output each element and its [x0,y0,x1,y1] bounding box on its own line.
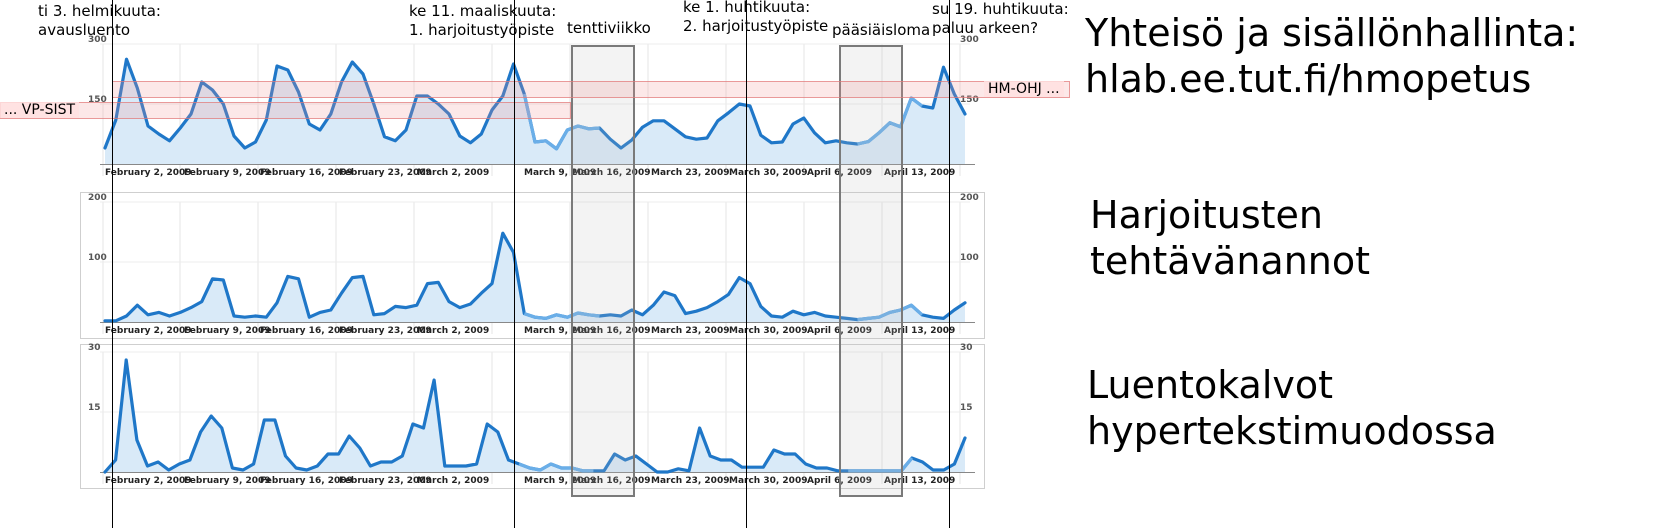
x-date-label: March 23, 2009 [651,168,729,178]
chart-frame [80,192,985,339]
x-date-label: February 2, 2009 [105,326,192,336]
series-line [103,231,967,323]
y-tick-label-right: 300 [960,35,979,45]
x-date-label: February 23, 2009 [339,326,432,336]
x-date-label: March 9, 2009 [524,326,596,336]
x-date-label: March 2, 2009 [417,476,489,486]
x-date-label: February 16, 2009 [260,168,353,178]
x-date-label: April 13, 2009 [884,476,955,486]
series-area [105,360,965,472]
annotation-exam-week: tenttiviikko [567,19,651,37]
x-date-label: February 16, 2009 [260,476,353,486]
y-tick-label-right: 15 [960,403,973,413]
x-date-label: February 9, 2009 [184,168,271,178]
y-tick-label-right: 150 [960,95,979,105]
x-date-label: March 16, 2009 [572,326,650,336]
y-tick-label-right: 200 [960,193,979,203]
x-date-label: February 9, 2009 [184,476,271,486]
x-date-label: March 16, 2009 [572,168,650,178]
hm-ohj-label: HM-OHJ ... [984,81,1064,97]
x-date-label: April 13, 2009 [884,326,955,336]
series-line-faded [522,93,600,151]
easter-break-band [839,45,903,497]
hm-ohj-range [112,81,1070,98]
y-tick-label-left: 200 [88,193,107,203]
event-line-return [949,0,950,528]
series-line-faded [518,462,594,473]
annotation-workshop-2: ke 1. huhtikuuta: 2. harjoitustyöpiste [683,0,829,35]
event-line-lecture [112,0,113,528]
y-tick-label-left: 300 [88,35,107,45]
x-date-label: March 9, 2009 [524,168,596,178]
side-label-hmopetus: Yhteisö ja sisällönhallinta: hlab.ee.tut… [1085,11,1579,101]
annotation-back-to-routine: su 19. huhtikuuta: paluu arkeen? [932,0,1069,37]
x-date-label: March 2, 2009 [417,168,489,178]
x-date-label: February 23, 2009 [339,476,432,486]
x-date-label: February 16, 2009 [260,326,353,336]
annotation-easter-break: pääsiäisloma [832,21,931,39]
vp-sist-label: ... VP-SIST [0,102,80,118]
side-label-assignments: Harjoitusten tehtävänannot [1090,193,1371,283]
side-label-lecture-slides: Luentokalvot hypertekstimuodossa [1087,363,1497,453]
series-line-faded [523,311,600,320]
x-date-label: February 2, 2009 [105,476,192,486]
y-tick-label-left: 150 [88,95,107,105]
x-date-label: March 2, 2009 [417,326,489,336]
x-date-label: April 13, 2009 [884,168,955,178]
series-line-faded [857,96,923,146]
x-date-label: March 23, 2009 [651,326,729,336]
event-line-workshop-1 [514,0,515,528]
x-date-label: February 2, 2009 [105,168,192,178]
y-tick-label-left: 100 [88,253,107,263]
annotation-opening-lecture: ti 3. helmikuuta: avausluento [38,2,161,39]
event-line-workshop-2 [746,0,747,528]
series-line [103,358,967,474]
series-line-faded [857,303,924,322]
x-date-label: February 23, 2009 [339,168,432,178]
series-area [105,59,965,165]
x-date-label: March 30, 2009 [729,326,807,336]
x-date-label: March 9, 2009 [524,476,596,486]
vp-sist-range [0,102,571,119]
x-date-label: March 30, 2009 [729,168,807,178]
y-tick-label-left: 30 [88,343,101,353]
series-area [105,233,965,322]
exam-week-band [571,45,635,497]
x-date-label: March 30, 2009 [729,476,807,486]
y-tick-label-left: 15 [88,403,101,413]
x-date-label: February 9, 2009 [184,326,271,336]
x-date-label: March 16, 2009 [572,476,650,486]
x-date-label: March 23, 2009 [651,476,729,486]
y-tick-label-right: 30 [960,343,973,353]
annotation-workshop-1: ke 11. maaliskuuta: 1. harjoitustyöpiste [409,2,557,39]
y-tick-label-right: 100 [960,253,979,263]
chart-frame [80,344,985,489]
